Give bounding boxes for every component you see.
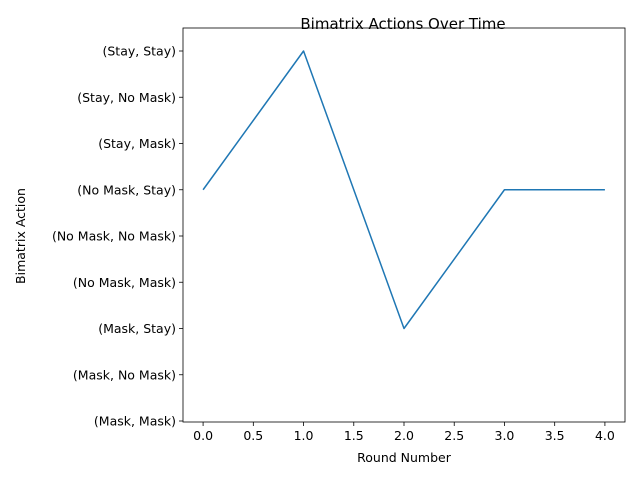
y-tick-label: (Mask, Stay) — [98, 321, 176, 336]
x-tick-label: 1.5 — [344, 428, 364, 443]
y-tick-label: (Mask, Mask) — [94, 414, 176, 429]
y-tick-label: (No Mask, No Mask) — [52, 229, 176, 244]
x-tick-label: 4.0 — [595, 428, 615, 443]
axes-frame — [182, 27, 626, 423]
x-tick-label: 2.5 — [444, 428, 464, 443]
x-tick-label: 3.5 — [545, 428, 565, 443]
y-axis: (Mask, Mask) (Mask, No Mask) (Mask, Stay) (… — [52, 44, 183, 429]
x-tick-label: 2.0 — [394, 428, 414, 443]
x-tick-label: 1.0 — [294, 428, 314, 443]
series-line — [202, 50, 605, 330]
plot-area — [202, 50, 605, 330]
x-tick-label: 0.0 — [193, 428, 213, 443]
chart-title: Bimatrix Actions Over Time — [300, 15, 505, 33]
y-tick-label: (No Mask, Mask) — [73, 275, 176, 290]
x-axis-title: Round Number — [357, 450, 452, 465]
y-tick-label: (Stay, Mask) — [98, 136, 176, 151]
y-axis-title: Bimatrix Action — [13, 188, 28, 284]
y-tick-label: (Stay, Stay) — [103, 44, 177, 59]
y-tick-label: (No Mask, Stay) — [77, 182, 176, 197]
x-tick-label: 0.5 — [243, 428, 263, 443]
x-axis: 0.0 0.5 1.0 1.5 2.0 2.5 3.0 3.5 4.0 — [193, 422, 615, 443]
x-tick-label: 3.0 — [495, 428, 515, 443]
y-tick-label: (Mask, No Mask) — [73, 367, 176, 382]
y-tick-label: (Stay, No Mask) — [77, 90, 176, 105]
